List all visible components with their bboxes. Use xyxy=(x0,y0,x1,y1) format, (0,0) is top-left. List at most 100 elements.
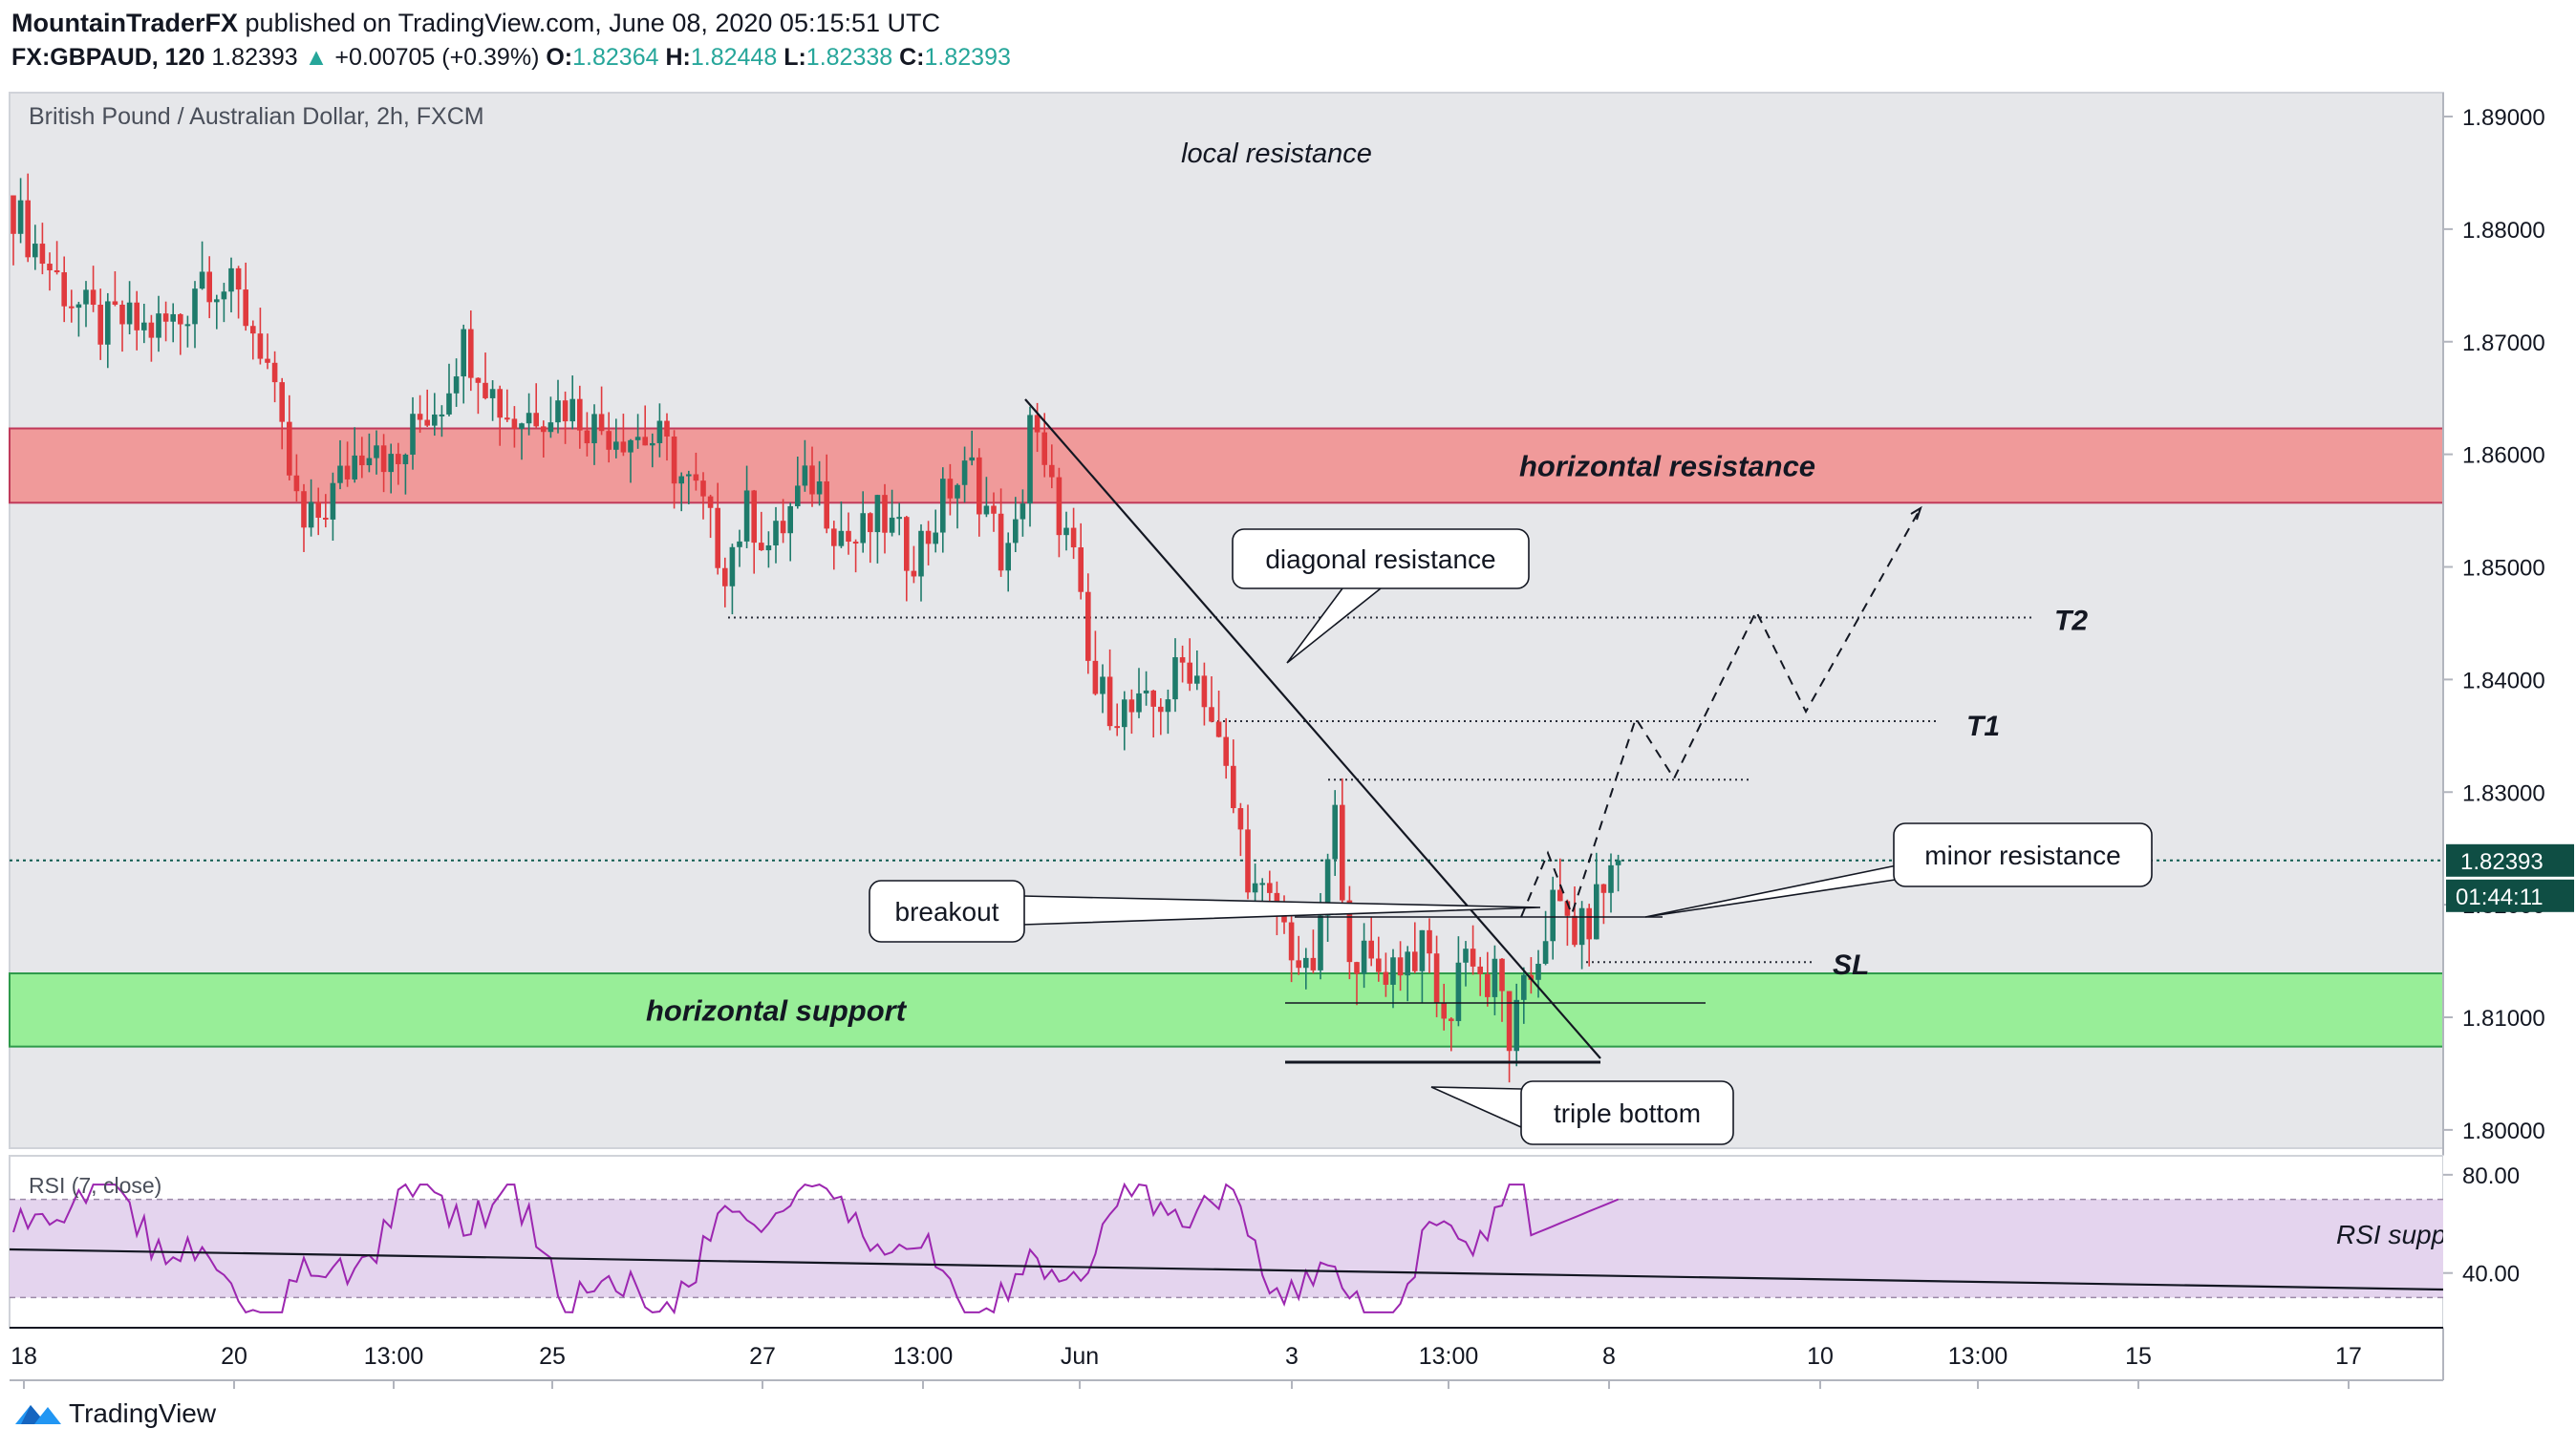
candle-body xyxy=(1521,974,1527,1000)
candle-body xyxy=(315,501,321,519)
candle-body xyxy=(39,244,46,265)
candle-body xyxy=(1324,859,1331,916)
price-tick-label: 1.80000 xyxy=(2462,1119,2545,1144)
candle-body xyxy=(824,480,829,529)
candle-body xyxy=(156,313,161,338)
candle-body xyxy=(613,441,619,450)
candle-body xyxy=(1267,883,1273,893)
candle-body xyxy=(1223,736,1229,766)
candle-body xyxy=(1535,963,1541,980)
price-tick-label: 1.85000 xyxy=(2462,556,2545,582)
candle-body xyxy=(126,302,133,325)
price-change: +0.00705 (+0.39%) xyxy=(334,44,540,71)
triple-bottom-box[interactable] xyxy=(1520,1080,1734,1145)
low-value: 1.82338 xyxy=(805,44,893,71)
horizontal-support-label: horizontal support xyxy=(646,993,908,1027)
candle-body xyxy=(1158,706,1164,713)
candle-body xyxy=(380,445,387,473)
candle-body xyxy=(461,329,466,377)
candle-body xyxy=(671,437,677,484)
price-tick-label: 1.87000 xyxy=(2462,331,2545,356)
horizontal-support-zone[interactable] xyxy=(9,972,2444,1048)
candle-body xyxy=(874,495,881,533)
candle-body xyxy=(846,530,851,543)
candle-body xyxy=(700,480,706,497)
close-value: 1.82393 xyxy=(924,44,1011,71)
diagonal-resistance-label: diagonal resistance xyxy=(1265,544,1495,574)
time-tick-label: 27 xyxy=(749,1343,776,1370)
main-pane[interactable] xyxy=(9,92,2444,1149)
time-tick-label: 3 xyxy=(1285,1343,1299,1370)
candle-body xyxy=(221,291,227,300)
candle-body xyxy=(1615,860,1621,865)
price-axis[interactable] xyxy=(2443,93,2576,1148)
candle-body xyxy=(1288,922,1295,961)
candle-body xyxy=(896,517,902,520)
candle-body xyxy=(918,530,924,577)
candle-body xyxy=(591,414,597,444)
candle-body xyxy=(1397,957,1404,976)
candle-body xyxy=(642,437,648,446)
diagonal-resistance-box[interactable] xyxy=(1232,528,1530,589)
candle-body xyxy=(206,271,212,303)
low-label: L: xyxy=(784,44,806,71)
candle-body xyxy=(483,382,488,398)
candle-body xyxy=(1332,804,1338,860)
tradingview-brand[interactable]: TradingView xyxy=(13,1398,216,1429)
last-price-label: 1.82393 xyxy=(2460,849,2544,875)
candle-body xyxy=(1492,958,1498,997)
candle-body xyxy=(1318,915,1323,970)
candle-body xyxy=(504,417,510,420)
price-tick-label: 1.86000 xyxy=(2462,443,2545,469)
price-tick-label: 1.84000 xyxy=(2462,668,2545,693)
chart-header: MountainTraderFX published on TradingVie… xyxy=(11,6,1011,75)
candle-body xyxy=(1252,883,1258,893)
candle-body xyxy=(497,389,503,418)
candle-body xyxy=(650,442,655,446)
time-tick-label: 8 xyxy=(1602,1343,1616,1370)
candle-body xyxy=(1455,962,1462,1021)
triple-bottom-tail xyxy=(1430,1086,1522,1128)
breakout-box[interactable] xyxy=(869,880,1025,943)
time-tick-label: 20 xyxy=(221,1343,247,1370)
candle-body xyxy=(184,324,191,327)
candle-body xyxy=(860,513,866,544)
candle-body xyxy=(1564,901,1571,916)
candle-body xyxy=(1463,949,1469,963)
candle-body xyxy=(468,329,474,378)
candle-body xyxy=(678,476,684,484)
minor-resistance-tail xyxy=(1644,864,1902,918)
minor-resistance-box[interactable] xyxy=(1893,822,2153,887)
candle-body xyxy=(1100,676,1106,694)
candle-body xyxy=(628,439,633,453)
candle-body xyxy=(584,430,590,444)
candle-body xyxy=(402,454,409,464)
candle-body xyxy=(620,441,627,453)
breakout-tail xyxy=(1021,895,1541,926)
horizontal-resistance-zone[interactable] xyxy=(9,427,2444,504)
candle-body xyxy=(664,420,670,437)
candle-body xyxy=(141,322,147,331)
candle-body xyxy=(743,490,750,542)
projected-path-arrow-icon xyxy=(1910,505,1922,521)
candle-body xyxy=(257,333,264,359)
candle-body xyxy=(453,376,460,394)
candle-body xyxy=(1600,884,1607,893)
candle-body xyxy=(961,460,968,485)
candle-body xyxy=(1390,957,1396,985)
breakout-label: breakout xyxy=(895,897,999,927)
candle-body xyxy=(511,418,518,429)
candle-body xyxy=(308,501,314,528)
time-tick-label: 25 xyxy=(539,1343,566,1370)
close-label: C: xyxy=(899,44,925,71)
candle-body xyxy=(1340,804,1345,901)
candle-body xyxy=(1056,477,1063,536)
diagonal-resistance-tail xyxy=(1286,587,1382,664)
candle-body xyxy=(795,485,801,506)
candle-body xyxy=(1594,884,1599,940)
author-name[interactable]: MountainTraderFX xyxy=(11,9,239,37)
candle-body xyxy=(816,480,823,495)
candle-body xyxy=(577,398,583,431)
candle-body xyxy=(787,505,793,534)
